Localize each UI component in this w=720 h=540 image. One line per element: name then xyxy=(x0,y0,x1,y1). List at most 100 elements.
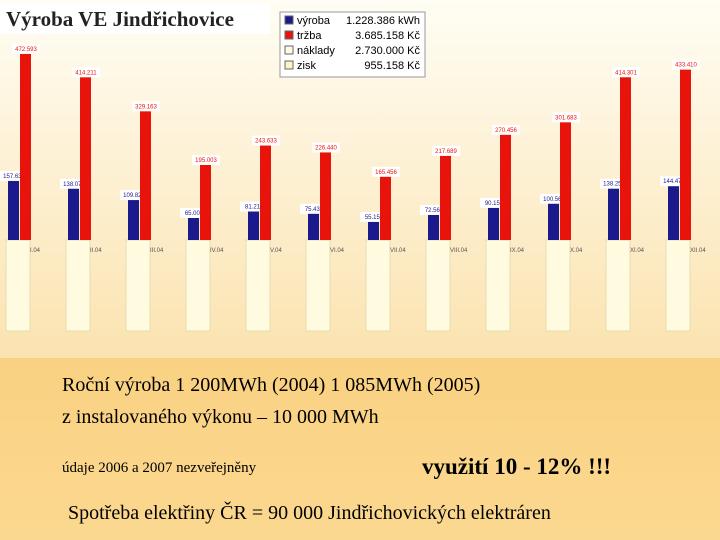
data-label: 138.077 xyxy=(63,182,85,188)
data-label: 165.456 xyxy=(375,170,397,176)
legend-total: 1.228.386 kWh xyxy=(346,15,420,27)
label-bg xyxy=(552,112,580,123)
x-tick-label: II.04 xyxy=(90,248,102,254)
x-tick-label: X.04 xyxy=(570,248,583,254)
legend-label: zisk xyxy=(297,60,316,72)
legend-label: tržba xyxy=(297,30,322,42)
text-line: Roční výroba 1 200MWh (2004) 1 085MWh (2… xyxy=(62,374,480,396)
bar xyxy=(680,66,691,240)
legend-swatch xyxy=(284,15,294,25)
data-label: 270.456 xyxy=(495,128,517,134)
data-label: 75.430 xyxy=(305,207,324,213)
x-tick-label: VIII.04 xyxy=(450,248,468,254)
label-bg xyxy=(612,67,640,78)
label-bg xyxy=(12,43,40,54)
data-label: 138.257 xyxy=(603,182,625,188)
bar xyxy=(608,184,619,240)
data-label: 217.689 xyxy=(435,149,457,155)
legend-total: 2.730.000 Kč xyxy=(355,45,420,57)
legend-total: 3.685.158 Kč xyxy=(355,30,420,42)
data-label: 144.470 xyxy=(663,179,685,185)
label-bg xyxy=(480,197,508,208)
chart-title: Výroba VE Jindřichovice xyxy=(6,7,234,31)
legend-label: výroba xyxy=(297,15,331,27)
data-label: 195.003 xyxy=(195,158,217,164)
data-label: 157.631 xyxy=(3,174,25,180)
bar xyxy=(560,119,571,240)
text-line: Spotřeba elektřiny ČR = 90 000 Jindřicho… xyxy=(68,500,551,524)
bar xyxy=(5,239,31,332)
x-tick-label: XII.04 xyxy=(690,248,706,254)
data-label: 226.440 xyxy=(315,145,337,151)
note: údaje 2006 a 2007 nezveřejněny xyxy=(62,460,257,476)
legend-swatch xyxy=(284,60,294,70)
x-tick-label: XI.04 xyxy=(630,248,645,254)
data-label: 72.563 xyxy=(425,208,444,214)
bar xyxy=(305,239,331,332)
x-tick-label: I.04 xyxy=(30,248,41,254)
bar xyxy=(80,74,91,240)
legend-swatch xyxy=(284,30,294,40)
data-label: 414.301 xyxy=(615,70,637,76)
bar xyxy=(125,239,151,332)
bar xyxy=(185,239,211,332)
data-label: 81.211 xyxy=(245,205,264,211)
label-bg xyxy=(372,166,400,177)
bar xyxy=(188,213,199,240)
bar xyxy=(260,142,271,240)
x-tick-label: IV.04 xyxy=(210,248,224,254)
bar xyxy=(500,131,511,240)
bar xyxy=(308,209,319,240)
data-label: 414.211 xyxy=(75,70,97,76)
bar xyxy=(365,239,391,332)
label-bg xyxy=(120,190,148,201)
data-label: 301.683 xyxy=(555,115,577,121)
legend-total: 955.158 Kč xyxy=(364,60,420,72)
label-bg xyxy=(60,178,88,189)
bar xyxy=(665,239,691,332)
bar xyxy=(488,203,499,240)
label-bg xyxy=(72,67,100,78)
x-tick-label: V.04 xyxy=(270,248,282,254)
data-label: 55.152 xyxy=(365,215,384,221)
label-bg xyxy=(192,154,220,165)
bar xyxy=(65,239,91,332)
text-line: z instalovaného výkonu – 10 000 MWh xyxy=(62,406,379,428)
label-bg xyxy=(540,193,568,204)
x-tick-label: VII.04 xyxy=(390,248,406,254)
label-bg xyxy=(360,211,388,222)
label-bg xyxy=(672,59,700,70)
label-bg xyxy=(252,135,280,146)
bar xyxy=(380,173,391,240)
label-bg xyxy=(300,203,328,214)
label-bg xyxy=(492,124,520,135)
label-bg xyxy=(432,145,460,156)
bar xyxy=(545,239,571,332)
bar xyxy=(20,50,31,240)
label-bg xyxy=(660,176,688,187)
bar xyxy=(440,152,451,240)
bar xyxy=(248,207,259,240)
x-tick-label: IX.04 xyxy=(510,248,525,254)
label-bg xyxy=(0,170,28,181)
bar xyxy=(485,239,511,332)
x-tick-label: III.04 xyxy=(150,248,164,254)
bar xyxy=(620,74,631,240)
usage: využití 10 - 12% !!! xyxy=(422,454,611,479)
legend-swatch xyxy=(284,45,294,55)
label-bg xyxy=(132,101,160,112)
data-label: 329.163 xyxy=(135,104,157,110)
label-bg xyxy=(600,178,628,189)
bar xyxy=(128,196,139,240)
bar xyxy=(668,182,679,240)
bar xyxy=(320,149,331,240)
label-bg xyxy=(312,142,340,153)
bar xyxy=(428,210,439,240)
data-label: 472.593 xyxy=(15,47,37,53)
data-label: 433.410 xyxy=(675,63,697,69)
data-label: 90.152 xyxy=(485,201,504,207)
legend-label: náklady xyxy=(297,45,335,57)
data-label: 100.561 xyxy=(543,197,565,203)
label-bg xyxy=(180,207,208,218)
